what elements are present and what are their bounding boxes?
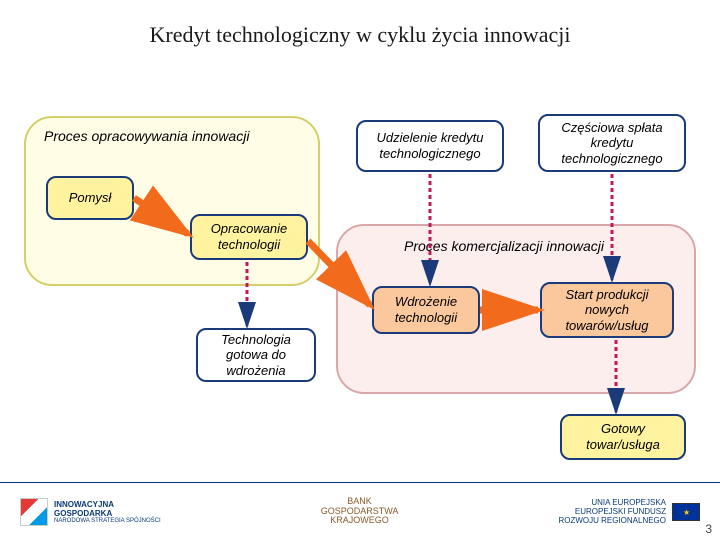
node-technologia: Technologia gotowa do wdrożenia xyxy=(196,328,316,382)
footer-right-1: UNIA EUROPEJSKA xyxy=(558,498,666,507)
page-number: 3 xyxy=(705,522,712,536)
node-splata: Częściowa spłata kredytu technologiczneg… xyxy=(538,114,686,172)
node-wdrozenie: Wdrożenie technologii xyxy=(372,286,480,334)
node-gotowy: Gotowy towar/usługa xyxy=(560,414,686,460)
node-pomysl: Pomysł xyxy=(46,176,134,220)
footer-left-3: NARODOWA STRATEGIA SPÓJNOŚCI xyxy=(54,518,161,524)
footer-logo-center: BANK GOSPODARSTWA KRAJOWEGO xyxy=(321,497,399,527)
node-opracowanie: Opracowanie technologii xyxy=(190,214,308,260)
footer-right-3: ROZWOJU REGIONALNEGO xyxy=(558,516,666,525)
eu-flag-icon xyxy=(672,503,700,521)
phase-development-label: Proces opracowywania innowacji xyxy=(44,128,249,144)
node-start: Start produkcji nowych towarów/usług xyxy=(540,282,674,338)
footer-logo-right: UNIA EUROPEJSKA EUROPEJSKI FUNDUSZ ROZWO… xyxy=(558,498,700,525)
footer-bar: INNOWACYJNA GOSPODARKA NARODOWA STRATEGI… xyxy=(0,482,720,532)
page-title: Kredyt technologiczny w cyklu życia inno… xyxy=(0,22,720,48)
footer-left-1: INNOWACYJNA xyxy=(54,500,161,509)
footer-left-2: GOSPODARKA xyxy=(54,509,161,518)
footer-logo-left: INNOWACYJNA GOSPODARKA NARODOWA STRATEGI… xyxy=(20,498,161,526)
footer-center-3: KRAJOWEGO xyxy=(321,516,399,526)
ig-logo-icon xyxy=(20,498,48,526)
phase-commercialization-label: Proces komercjalizacji innowacji xyxy=(404,238,604,254)
node-udzielenie: Udzielenie kredytu technologicznego xyxy=(356,120,504,172)
footer-right-2: EUROPEJSKI FUNDUSZ xyxy=(558,507,666,516)
